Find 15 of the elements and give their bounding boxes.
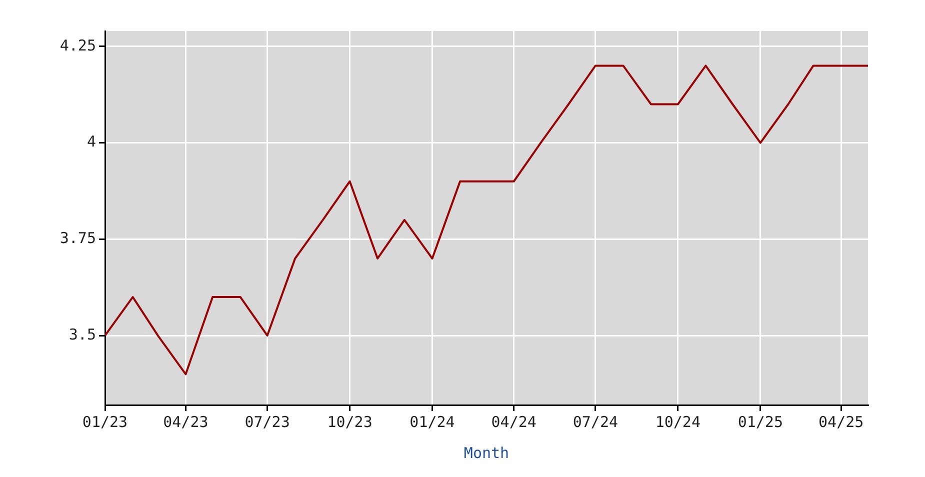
x-tick-label: 10/24 [655, 412, 700, 431]
x-tick-label: 10/23 [327, 412, 372, 431]
y-tick-label: 3.5 [68, 325, 96, 344]
x-axis-title: Month [464, 444, 510, 462]
x-tick-label: 01/24 [410, 412, 455, 431]
y-tick-label: 4 [86, 132, 96, 151]
x-tick-label: 07/23 [244, 412, 290, 431]
x-tick-label: 04/24 [491, 412, 536, 431]
y-tick-label: 3.75 [60, 229, 96, 248]
x-tick-label: 07/24 [572, 412, 618, 431]
x-tick-label: 04/25 [818, 412, 864, 431]
y-tick-label: 4.25 [60, 36, 96, 54]
x-tick-label: 01/25 [738, 412, 783, 431]
x-tick-label: 04/23 [163, 412, 208, 431]
x-tick-label: 01/23 [82, 412, 128, 431]
